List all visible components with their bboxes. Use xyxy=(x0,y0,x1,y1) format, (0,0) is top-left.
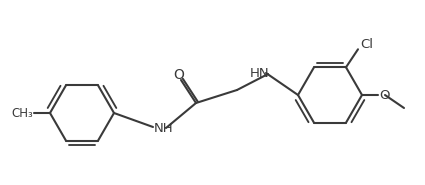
Text: O: O xyxy=(379,88,389,102)
Text: HN: HN xyxy=(249,66,269,80)
Text: Cl: Cl xyxy=(360,38,373,51)
Text: O: O xyxy=(173,68,184,82)
Text: NH: NH xyxy=(154,122,174,134)
Text: CH₃: CH₃ xyxy=(11,107,33,120)
